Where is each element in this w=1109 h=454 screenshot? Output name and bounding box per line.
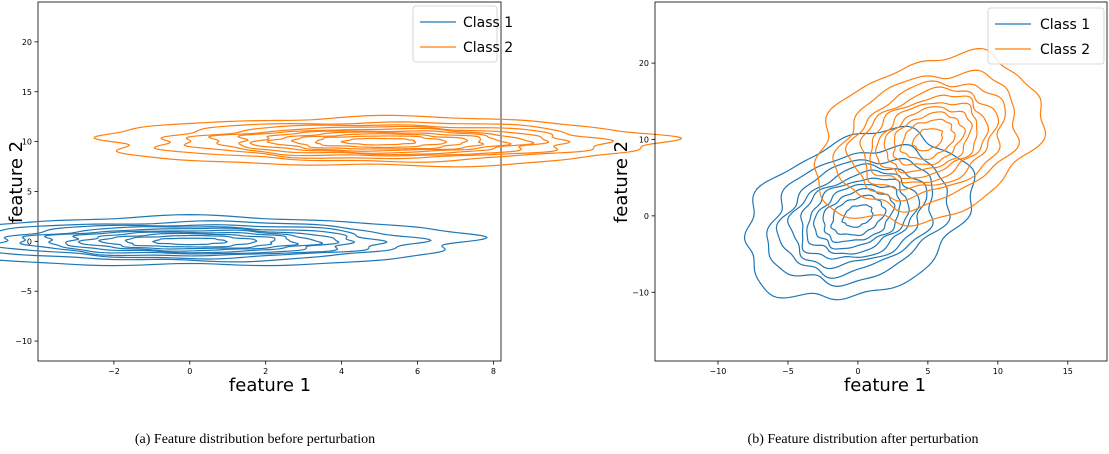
legend-box-a	[412, 5, 498, 63]
x-tick-label: 8	[491, 367, 496, 376]
contour-class-1-level-1	[0, 213, 488, 267]
legend-label-class-2-b: Class 2	[1040, 42, 1090, 58]
x-tick-label: 0	[855, 367, 860, 376]
y-tick-label: −10	[15, 337, 32, 346]
y-tick-label: 10	[639, 135, 649, 144]
contour-class-2-level-2	[153, 121, 614, 163]
contour-class-2-level-10	[911, 128, 944, 152]
x-tick-label: 10	[993, 367, 1003, 376]
legend-label-class-1-b: Class 1	[1040, 17, 1090, 33]
contour-class-1-level-5	[800, 169, 921, 260]
panel-a: −2 0 2 4 6 8 −10 −5 0 5 10 15 20 feature 1 feature …	[0, 1, 683, 447]
contour-class-2-level-4	[859, 86, 1000, 191]
contour-class-2-level-7	[883, 106, 973, 174]
x-ticks-a: −2 0 2 4 6 8	[108, 361, 496, 376]
contour-class-2-level-6	[875, 102, 978, 180]
contour-class-2-level-3	[844, 80, 1006, 202]
x-tick-label: 0	[187, 367, 192, 376]
x-tick-label: 2	[263, 367, 268, 376]
y-axis-label-a: feature 2	[6, 141, 27, 223]
contour-class-1-level-5	[43, 227, 340, 255]
y-tick-label: 20	[639, 59, 649, 68]
x-tick-label: −2	[108, 367, 120, 376]
contour-class-1-level-6	[806, 177, 910, 255]
legend-a: Class 1 Class 2	[412, 5, 513, 63]
legend-label-class-1-a: Class 1	[463, 15, 513, 31]
plot-frame-a	[37, 1, 502, 362]
caption-a: (a) Feature distribution before perturba…	[135, 432, 375, 447]
contour-class-1-level-3	[0, 224, 388, 260]
contour-class-2-level-4	[208, 125, 550, 157]
contour-class-2-level-9	[899, 118, 956, 161]
y-ticks-b: −10 0 10 20	[632, 59, 655, 297]
y-tick-label: 0	[27, 237, 32, 246]
contour-class-2-level-3	[183, 124, 571, 160]
y-tick-label: 20	[22, 38, 32, 47]
contour-class-2-level-9	[314, 135, 448, 149]
contour-class-1-level-7	[77, 231, 300, 252]
x-tick-label: 5	[925, 367, 930, 376]
contour-class-1-level-2	[0, 220, 432, 263]
contour-class-2-level-6	[249, 130, 512, 154]
x-ticks-b: −10 −5 0 5 10 15	[710, 361, 1073, 376]
contour-class-2-level-1	[93, 114, 683, 168]
contour-class-2-level-5	[869, 94, 990, 184]
y-tick-label: 5	[27, 187, 32, 196]
contour-class-2-level-2	[832, 69, 1020, 213]
contour-class-1-level-10	[841, 204, 874, 228]
legend-box-b	[987, 7, 1105, 65]
contour-class-1-level-9	[124, 234, 258, 248]
y-tick-label: −5	[20, 287, 32, 296]
contour-class-1-level-10	[152, 237, 228, 246]
y-ticks-a: −10 −5 0 5 10 15 20	[15, 38, 38, 346]
x-tick-label: 15	[1063, 367, 1073, 376]
x-tick-label: −5	[782, 367, 794, 376]
contour-class-1-level-3	[775, 157, 934, 279]
contour-class-2-level-7	[266, 131, 485, 152]
y-tick-label: −10	[632, 288, 649, 297]
contour-class-2-level-8	[892, 111, 966, 166]
x-axis-label-a: feature 1	[229, 375, 311, 396]
contour-class-1-level-9	[830, 194, 887, 237]
plot-frame-b	[654, 1, 1108, 362]
contour-class-1-level-8	[98, 232, 276, 250]
y-tick-label: 10	[22, 138, 32, 147]
y-tick-label: 0	[644, 212, 649, 221]
contour-class-1-level-6	[65, 229, 324, 254]
contour-class-1-level-4	[19, 226, 356, 257]
contour-class-2-level-5	[237, 127, 535, 156]
contour-class-2-level-8	[290, 133, 469, 150]
y-axis-label-b: feature 2	[611, 141, 632, 223]
contour-class-2-level-1	[813, 47, 1047, 227]
contour-class-1-level-7	[812, 183, 901, 250]
x-tick-label: −10	[710, 367, 727, 376]
contour-class-1-level-1	[743, 125, 976, 301]
legend-b: Class 1 Class 2	[987, 7, 1105, 65]
contour-class-1-level-4	[787, 163, 928, 270]
contours-b	[743, 47, 1047, 301]
legend-label-class-2-a: Class 2	[463, 40, 513, 56]
panel-b: −10 −5 0 5 10 15 −10 0 10 20 feature 1 feature 2…	[611, 1, 1108, 447]
x-tick-label: 6	[415, 367, 420, 376]
contour-class-2-level-10	[340, 137, 417, 146]
x-axis-label-b: feature 1	[844, 375, 926, 396]
x-tick-label: 4	[339, 367, 344, 376]
contours-a	[0, 114, 683, 267]
caption-b: (b) Feature distribution after perturbat…	[748, 432, 979, 447]
y-tick-label: 15	[22, 88, 32, 97]
